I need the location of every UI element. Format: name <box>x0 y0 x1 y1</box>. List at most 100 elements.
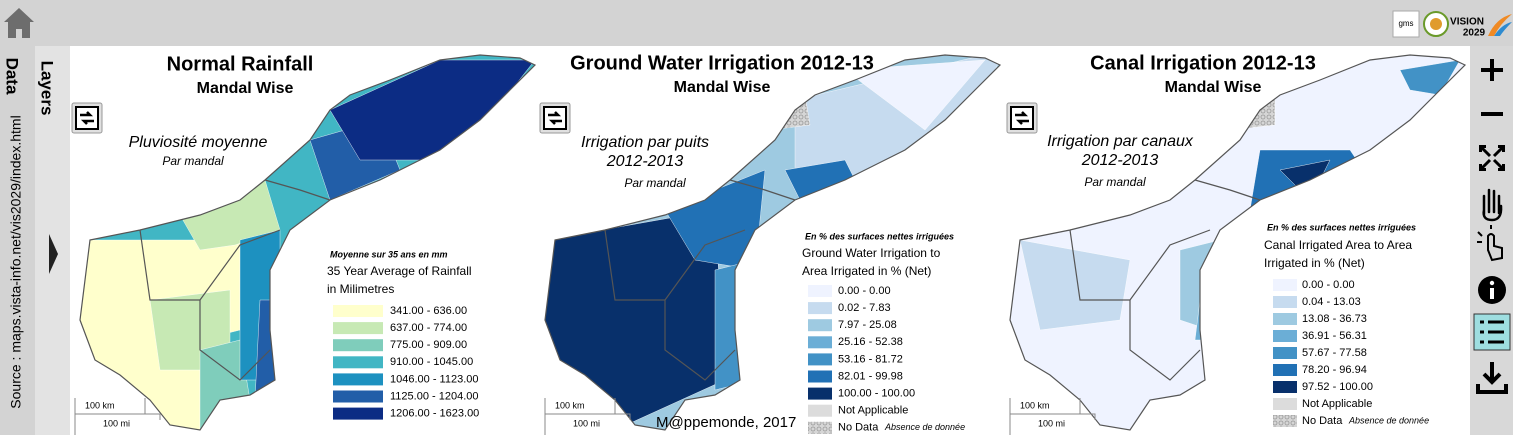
map-title: Ground Water Irrigation 2012-13 <box>570 52 874 74</box>
legend-swatch <box>808 404 832 417</box>
data-tab[interactable] <box>0 46 35 435</box>
home-button[interactable] <box>4 8 34 38</box>
scale-lines <box>1009 398 1096 435</box>
legend-swatch <box>1273 313 1297 325</box>
sidebar-labels: Data Source : maps.vista-info.net/vis202… <box>3 58 57 409</box>
legend-note: Moyenne sur 35 ans en mm <box>330 249 448 259</box>
subtitle-fr: Par mandal <box>162 154 224 168</box>
swap-arrows <box>80 111 94 125</box>
panels: Normal Rainfall Mandal Wise Pluviosité moy… <box>71 52 1467 435</box>
district-border <box>1129 300 1201 381</box>
legend-label: 637.00 - 774.00 <box>390 322 467 334</box>
scale-mi: 100 mi <box>1038 418 1065 428</box>
legend-title: Area Irrigated in % (Net) <box>802 264 931 278</box>
legend-label: 13.08 - 36.73 <box>1302 313 1367 325</box>
legend-label: 1125.00 - 1204.00 <box>390 390 478 402</box>
legend-swatch <box>333 339 383 352</box>
map-title: Canal Irrigation 2012-13 <box>1090 52 1316 74</box>
swap-inner <box>75 106 99 130</box>
map <box>545 55 1000 430</box>
layers-tab-label[interactable]: Layers <box>38 61 57 116</box>
map-panel: Ground Water Irrigation 2012-13 Mandal Wi… <box>539 52 1002 435</box>
legend-label: 97.52 - 100.00 <box>1302 381 1373 393</box>
district-border <box>664 300 736 381</box>
pan-tool[interactable] <box>1482 188 1503 222</box>
logo-year: 2029 <box>1463 28 1486 39</box>
subtitle-fr: Par mandal <box>1084 175 1146 189</box>
legend: Moyenne sur 35 ans en mm 35 Year Average … <box>327 249 479 420</box>
legend-label: Not Applicable <box>1302 398 1372 410</box>
title-fr: Irrigation par canaux <box>1047 133 1194 150</box>
legend-swatch <box>808 336 832 349</box>
scale-km: 100 km <box>1020 400 1050 410</box>
swap-inner <box>543 106 567 130</box>
legend-label: 100.00 - 100.00 <box>838 388 915 400</box>
scale-mi: 100 mi <box>573 418 600 428</box>
scale-mi: 100 mi <box>103 418 130 428</box>
legend-swatch <box>808 319 832 332</box>
legend: En % des surfaces nettes irriguées Canal … <box>1264 222 1429 427</box>
legend-title: Canal Irrigated Area to Area <box>1264 238 1412 252</box>
legend-label: 7.97 - 25.08 <box>838 319 897 331</box>
scale-lines <box>544 398 631 435</box>
district-border <box>264 179 331 201</box>
legend-label: Not Applicable <box>838 405 908 417</box>
map-region <box>329 59 535 161</box>
legend-label-note: Absence de donnée <box>1348 415 1429 425</box>
legend-swatch <box>333 322 383 335</box>
legend-swatch <box>808 353 832 366</box>
district-border <box>199 300 271 381</box>
legend-swatch <box>808 370 832 383</box>
legend-swatch <box>808 421 832 434</box>
identify-tool[interactable] <box>1477 225 1503 262</box>
state-outline <box>544 54 1002 431</box>
zoom-in[interactable] <box>1481 59 1503 81</box>
legend-label: 0.00 - 0.00 <box>1302 279 1355 291</box>
logo-gms: gms <box>1398 19 1413 28</box>
scale-km: 100 km <box>555 400 585 410</box>
legend-swatch <box>333 373 383 386</box>
legend-label: 82.01 - 99.98 <box>838 370 903 382</box>
map-subtitle: Mandal Wise <box>674 79 771 96</box>
swap-inner <box>1010 106 1034 130</box>
map-region <box>764 94 811 131</box>
legend-label: 0.04 - 13.03 <box>1302 296 1361 308</box>
legend-title: Ground Water Irrigation to <box>802 246 941 260</box>
legend-swatch <box>808 302 832 315</box>
swap-button[interactable] <box>1006 102 1038 134</box>
info-button[interactable] <box>1478 276 1506 304</box>
scale-bar: 100 km 100 mi <box>544 398 631 435</box>
legend-label: 0.02 - 7.83 <box>838 302 891 314</box>
logo-text: gms VISION 2029 <box>1398 17 1485 39</box>
map-region <box>1019 239 1131 331</box>
legend-label: 25.16 - 52.38 <box>838 336 903 348</box>
legend-swatch <box>333 407 383 420</box>
swap-button[interactable] <box>539 102 571 134</box>
data-tab-label[interactable]: Data <box>3 58 22 95</box>
legend-label: 0.00 - 0.00 <box>838 285 891 297</box>
logos <box>1392 10 1512 38</box>
legend-swatch <box>333 305 383 317</box>
swap-arrows <box>548 111 562 125</box>
swap-button[interactable] <box>71 102 103 134</box>
legend-button[interactable] <box>1473 313 1511 351</box>
full-extent[interactable] <box>1478 144 1506 172</box>
scale-lines <box>74 398 161 435</box>
credit: M@ppemonde, 2017 <box>656 414 796 431</box>
scale-km: 100 km <box>85 400 115 410</box>
state-outline <box>79 54 537 431</box>
map-subtitle: Mandal Wise <box>197 80 294 97</box>
state-outline <box>1009 54 1467 431</box>
legend-title: in Milimetres <box>327 282 394 296</box>
legend-label: 57.67 - 77.58 <box>1302 347 1367 359</box>
legend-swatch <box>1273 415 1297 427</box>
title-fr: Pluviosité moyenne <box>129 134 268 151</box>
map-region <box>844 59 986 131</box>
legend: En % des surfaces nettes irriguées Ground… <box>802 231 965 434</box>
layers-tab[interactable] <box>35 46 70 435</box>
map-panel: Canal Irrigation 2012-13 Mandal Wise Irrig… <box>1006 52 1467 435</box>
expand-arrow[interactable] <box>49 234 58 274</box>
download-button[interactable] <box>1476 362 1508 394</box>
